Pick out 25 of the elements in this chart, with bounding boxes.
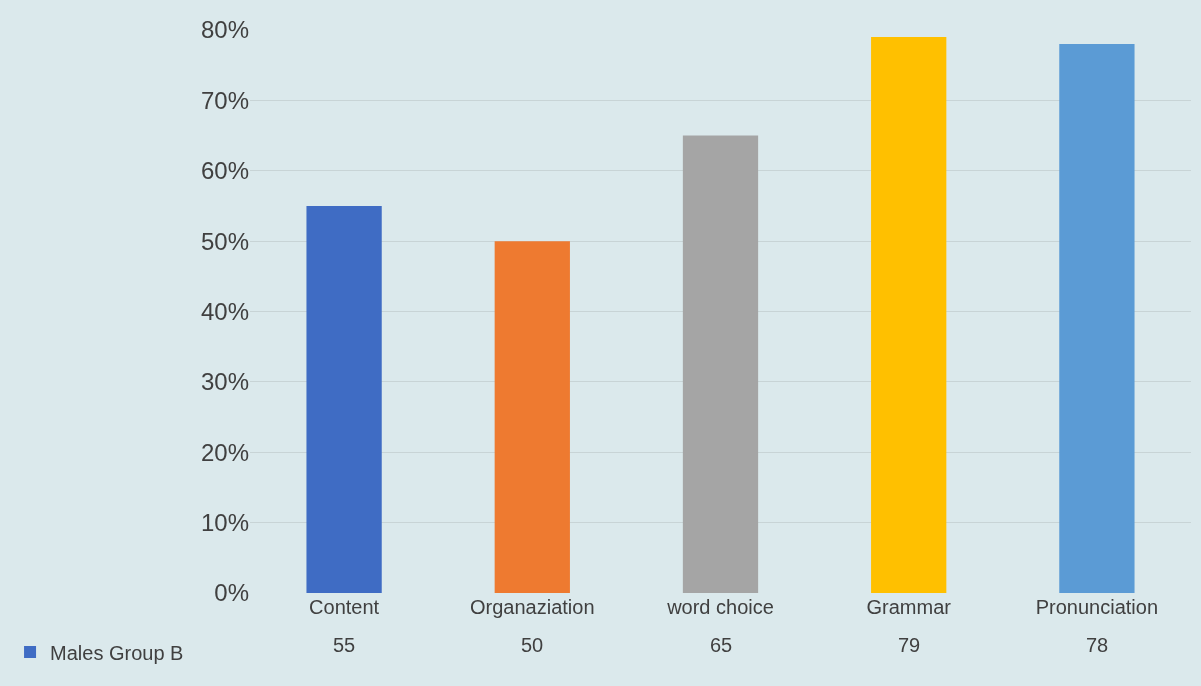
data-label: 55 (333, 634, 356, 656)
x-tick-label: Grammar (866, 596, 952, 618)
x-tick-label: Content (309, 596, 380, 618)
bar (682, 135, 759, 593)
data-label: 79 (898, 634, 921, 656)
bar (1059, 44, 1135, 593)
y-tick-label: 50% (200, 227, 249, 255)
x-tick-label: Pronunciation (1035, 596, 1159, 618)
data-label: 50 (521, 634, 544, 656)
y-tick-label: 40% (200, 297, 249, 325)
x-tick-label: Organaziation (470, 596, 595, 618)
bar (494, 241, 570, 593)
data-label: 78 (1086, 634, 1109, 656)
y-tick-label: 30% (200, 368, 249, 396)
bar (306, 205, 382, 593)
y-tick-label: 70% (200, 86, 249, 114)
y-tick-label: 20% (200, 438, 249, 466)
y-tick-label: 0% (214, 579, 249, 607)
y-tick-label: 80% (200, 16, 249, 44)
y-tick-label: 60% (200, 157, 249, 185)
bar (871, 37, 947, 593)
legend-label: Males Group B (50, 641, 184, 664)
data-label: 65 (710, 634, 733, 656)
x-tick-label: word choice (666, 596, 774, 618)
y-tick-label: 10% (200, 509, 249, 537)
